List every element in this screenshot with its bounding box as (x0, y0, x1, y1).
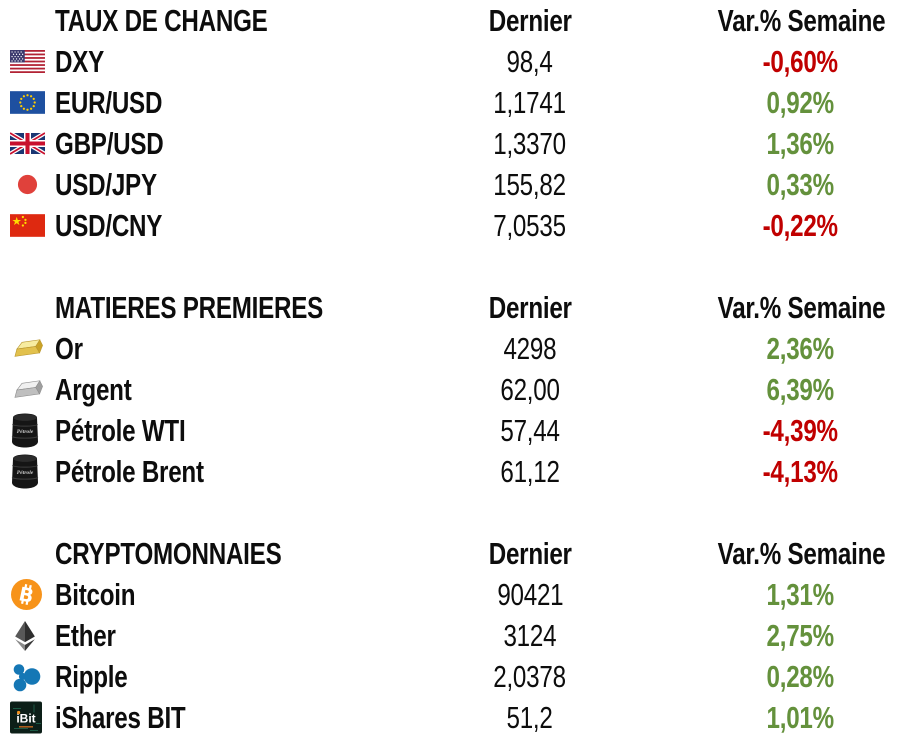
last-value: 90421 (496, 577, 564, 612)
weekly-change: 0,33% (766, 167, 834, 202)
last-value: 1,1741 (493, 85, 567, 120)
table-row: Ether 3124 2,75% (0, 615, 906, 656)
asset-label: GBP/USD (55, 126, 164, 161)
last-value: 7,0535 (493, 208, 567, 243)
asset-label: USD/CNY (55, 208, 163, 243)
gold-bar-icon (0, 328, 50, 369)
svg-text:Pétrole: Pétrole (17, 429, 34, 435)
svg-text:B: B (17, 583, 36, 608)
table-row: iBit iShares BIT 51,2 1,01% (0, 697, 906, 738)
weekly-change: -4,13% (762, 454, 838, 489)
weekly-change: 0,92% (766, 85, 834, 120)
weekly-change: 2,36% (766, 331, 834, 366)
oil-barrel-icon: Pétrole (0, 451, 50, 492)
last-value: 57,44 (500, 413, 560, 448)
table-row: ★ USD/CNY 7,0535 -0,22% (0, 205, 906, 246)
col-header-variation: Var.% Semaine (717, 536, 886, 571)
table-row: Argent 62,00 6,39% (0, 369, 906, 410)
ripple-icon (0, 656, 50, 697)
asset-label: DXY (55, 44, 105, 79)
table-row: DXY 98,4 -0,60% (0, 41, 906, 82)
oil-barrel-icon: Pétrole (0, 410, 50, 451)
svg-text:iBit: iBit (16, 712, 35, 726)
weekly-change: -4,39% (762, 413, 838, 448)
col-header-variation: Var.% Semaine (717, 3, 886, 38)
ethereum-icon (0, 615, 50, 656)
asset-label: Pétrole WTI (55, 413, 186, 448)
col-header-dernier: Dernier (488, 290, 572, 325)
asset-label: Bitcoin (55, 577, 136, 612)
table-row: Pétrole Pétrole Brent 61,12 -4,13% (0, 451, 906, 492)
last-value: 4298 (503, 331, 557, 366)
weekly-change: 6,39% (766, 372, 834, 407)
last-value: 61,12 (500, 454, 560, 489)
last-value: 2,0378 (493, 659, 567, 694)
eu-flag-icon (0, 82, 50, 123)
japan-flag-icon (0, 164, 50, 205)
last-value: 3124 (503, 618, 557, 653)
col-header-dernier: Dernier (488, 3, 572, 38)
us-flag-icon (0, 41, 50, 82)
table-row: B Bitcoin 90421 1,31% (0, 574, 906, 615)
table-row: GBP/USD 1,3370 1,36% (0, 123, 906, 164)
table-row: Pétrole Pétrole WTI 57,44 -4,39% (0, 410, 906, 451)
last-value: 155,82 (493, 167, 567, 202)
section-header-row: MATIERES PREMIERES Dernier Var.% Semaine (0, 287, 906, 328)
asset-label: Argent (55, 372, 132, 407)
asset-label: Pétrole Brent (55, 454, 204, 489)
ibit-icon: iBit (0, 697, 50, 738)
silver-bar-icon (0, 369, 50, 410)
icon-spacer (0, 0, 50, 41)
bitcoin-icon: B (0, 574, 50, 615)
weekly-change: 1,01% (766, 700, 834, 735)
table-row: Ripple 2,0378 0,28% (0, 656, 906, 697)
table-row: EUR/USD 1,1741 0,92% (0, 82, 906, 123)
section-title: TAUX DE CHANGE (55, 3, 268, 38)
section-gap (0, 246, 906, 287)
section-title: MATIERES PREMIERES (55, 290, 324, 325)
weekly-change: 2,75% (766, 618, 834, 653)
table-row: Or 4298 2,36% (0, 328, 906, 369)
china-flag-icon: ★ (0, 205, 50, 246)
last-value: 98,4 (506, 44, 554, 79)
col-header-variation: Var.% Semaine (717, 290, 886, 325)
asset-label: Ether (55, 618, 116, 653)
table-row: USD/JPY 155,82 0,33% (0, 164, 906, 205)
weekly-change: -0,60% (762, 44, 838, 79)
asset-label: USD/JPY (55, 167, 157, 202)
asset-label: iShares BIT (55, 700, 186, 735)
weekly-change: 0,28% (766, 659, 834, 694)
weekly-change: 1,31% (766, 577, 834, 612)
section-gap (0, 492, 906, 533)
icon-spacer (0, 533, 50, 574)
section-header-row: CRYPTOMONNAIES Dernier Var.% Semaine (0, 533, 906, 574)
asset-label: EUR/USD (55, 85, 163, 120)
svg-text:Pétrole: Pétrole (17, 470, 34, 476)
weekly-change: -0,22% (762, 208, 838, 243)
last-value: 62,00 (500, 372, 560, 407)
icon-spacer (0, 287, 50, 328)
uk-flag-icon (0, 123, 50, 164)
weekly-change: 1,36% (766, 126, 834, 161)
section-header-row: TAUX DE CHANGE Dernier Var.% Semaine (0, 0, 906, 41)
asset-label: Ripple (55, 659, 128, 694)
section-title: CRYPTOMONNAIES (55, 536, 282, 571)
last-value: 51,2 (506, 700, 554, 735)
col-header-dernier: Dernier (488, 536, 572, 571)
asset-label: Or (55, 331, 83, 366)
last-value: 1,3370 (493, 126, 567, 161)
svg-text:★: ★ (12, 214, 22, 228)
